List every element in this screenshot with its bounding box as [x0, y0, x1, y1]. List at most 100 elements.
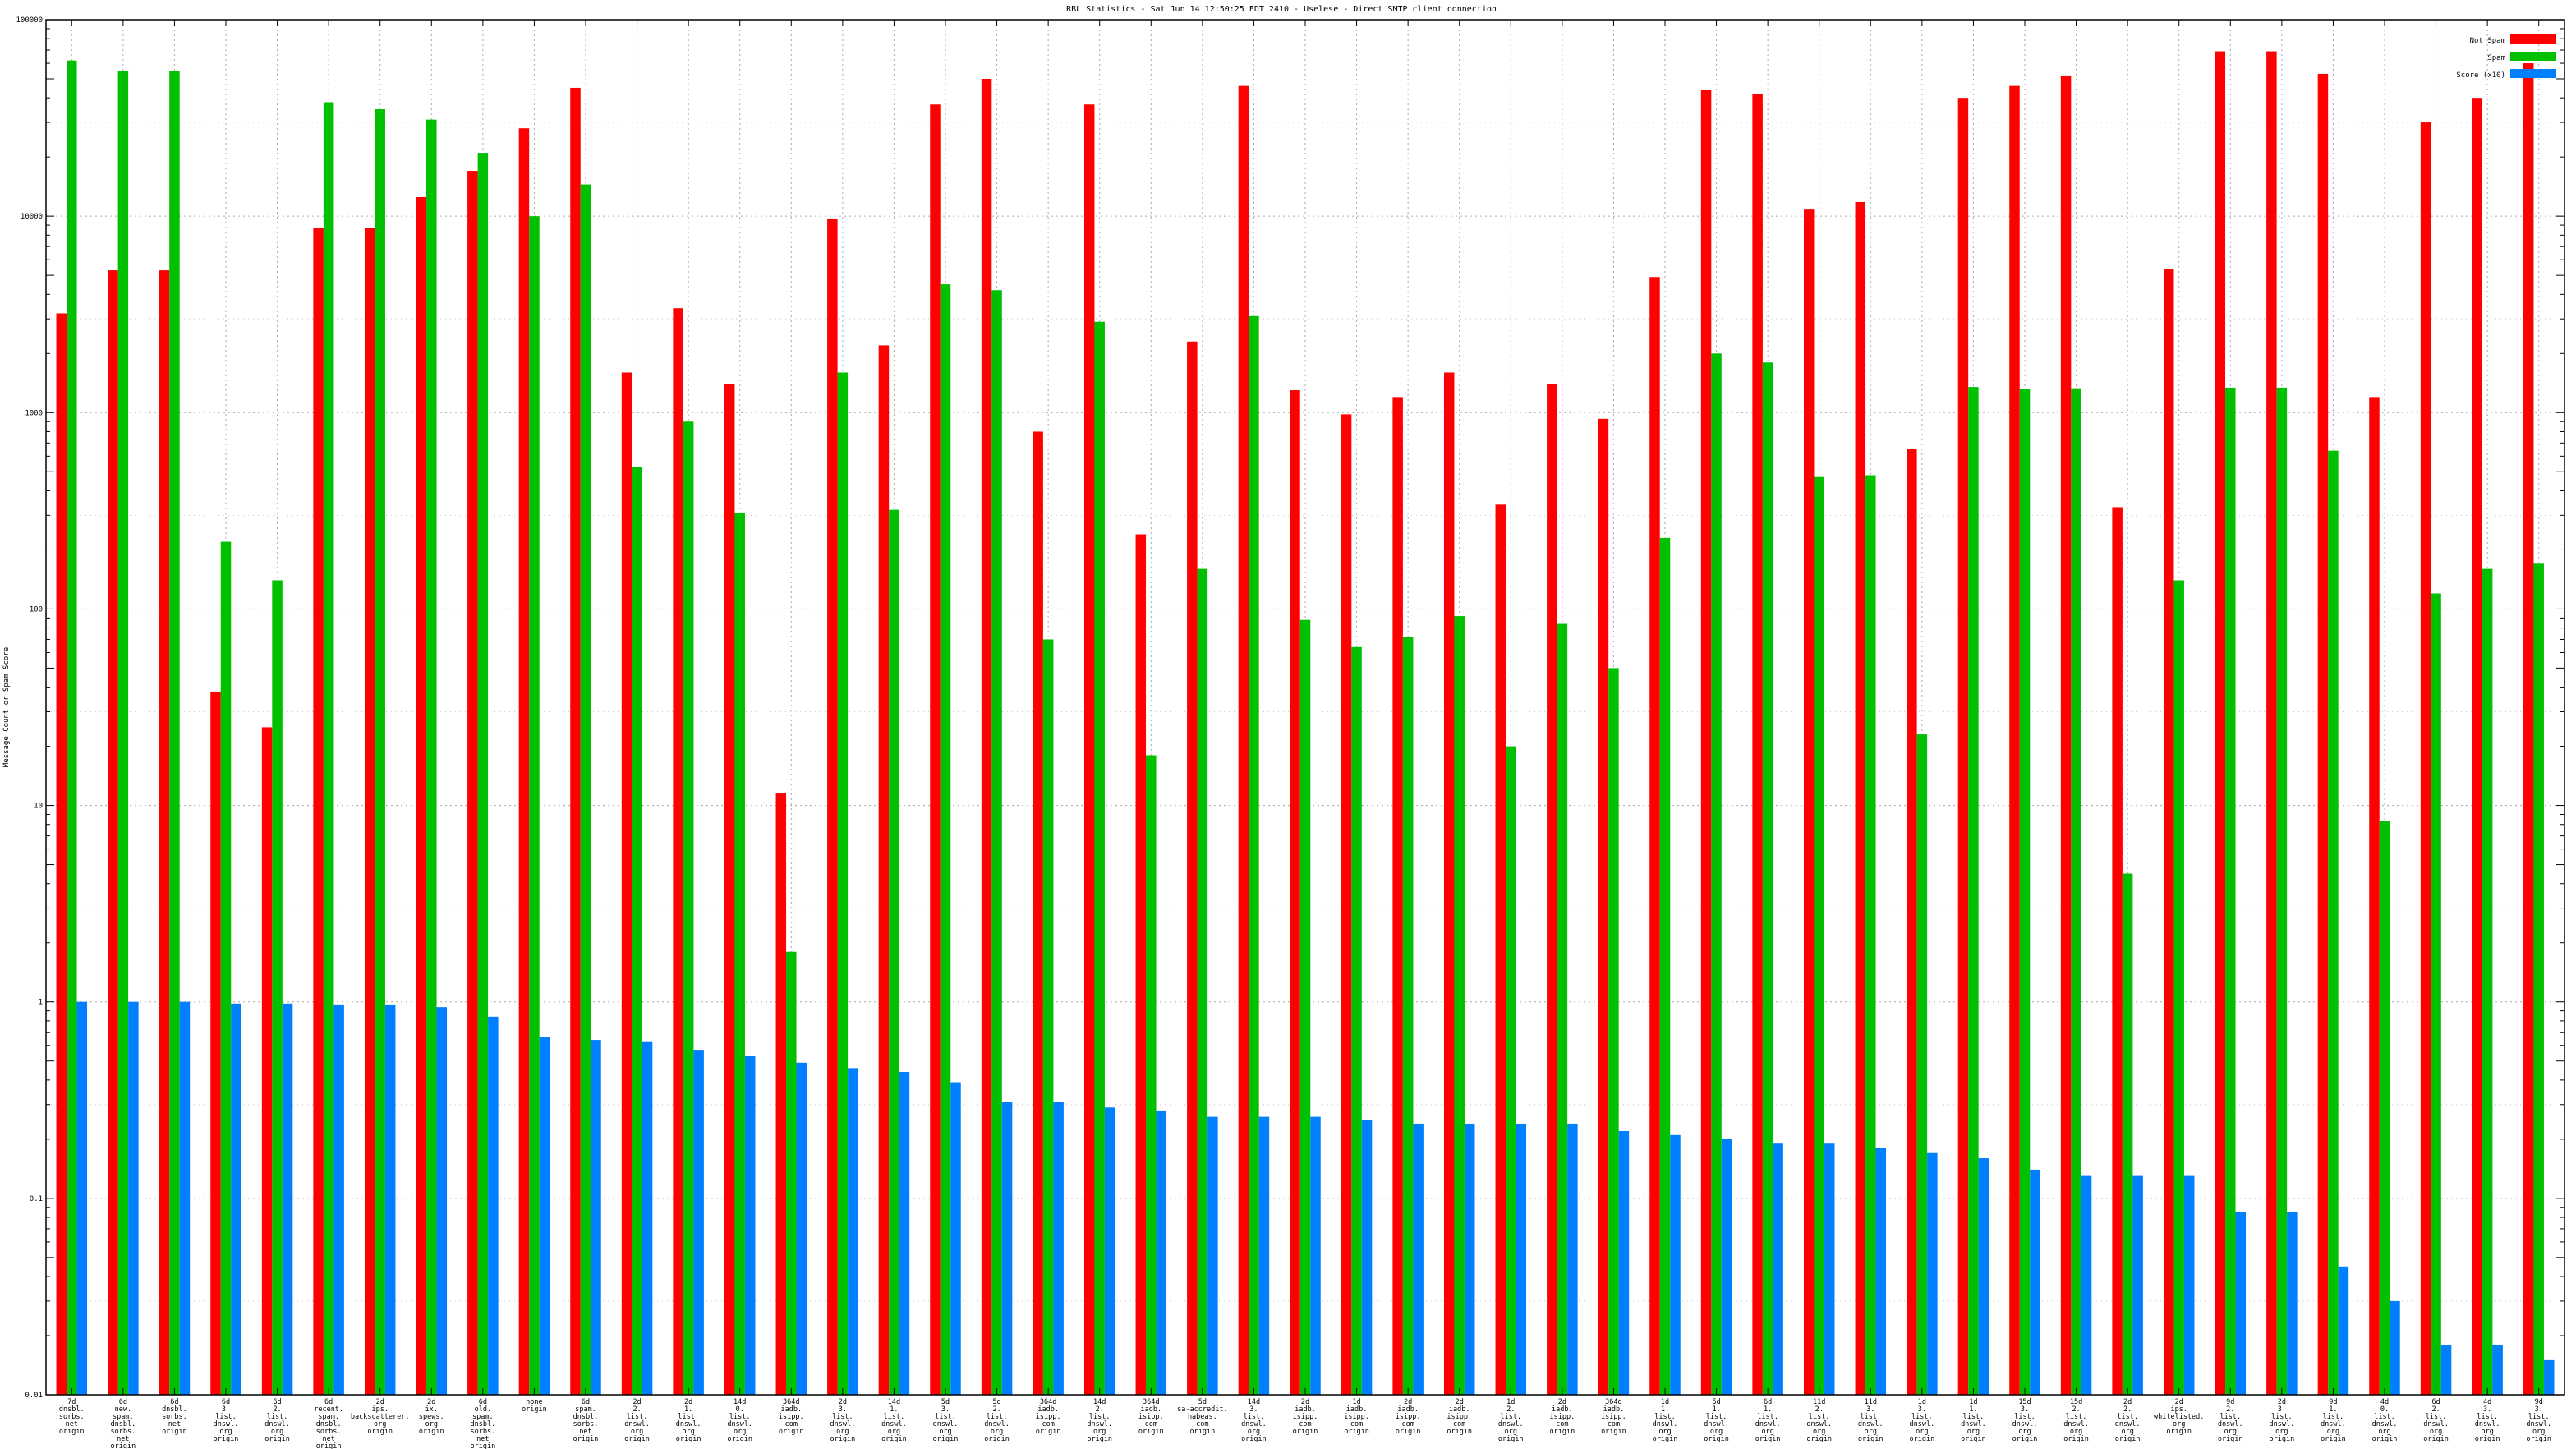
bar-spam [2482, 568, 2493, 1395]
bar-spam [1197, 568, 1208, 1395]
bar-spam [1762, 362, 1773, 1395]
x-tick-label: 4d 0. list. dnswl. org origin [2372, 1398, 2398, 1443]
bar-spam [632, 467, 642, 1395]
bar-not-spam [1135, 534, 1147, 1395]
bar-score [1618, 1130, 1630, 1395]
bar-spam [580, 184, 591, 1395]
x-tick-label: 5d 2. list. dnswl. org origin [984, 1398, 1010, 1443]
legend-swatch [2510, 52, 2556, 61]
legend-label: Spam [2487, 54, 2505, 62]
x-tick-label: 6d recent. spam. dnsbl. sorbs. net origin [314, 1398, 343, 1449]
bar-score [76, 1001, 88, 1395]
x-tick-label: 2d 2. list. dnswl. org origin [2115, 1398, 2141, 1443]
bar-not-spam [1187, 341, 1198, 1395]
bar-score [1721, 1138, 1732, 1395]
bar-not-spam [878, 345, 890, 1396]
bar-not-spam [2317, 73, 2329, 1395]
bar-spam [837, 372, 849, 1395]
bar-not-spam [1341, 414, 1352, 1396]
bar-not-spam [2523, 63, 2534, 1395]
x-tick-label: 6d 1. list. dnswl. org origin [1755, 1398, 1781, 1443]
bar-score [796, 1062, 807, 1395]
bar-not-spam [930, 104, 941, 1395]
bar-score [488, 1016, 499, 1395]
bar-score [1516, 1123, 1527, 1395]
x-tick-label: 14d 1. list. dnswl. org origin [881, 1398, 907, 1443]
x-tick-label: 9d 2. list. dnswl. org origin [2218, 1398, 2243, 1443]
bar-score [384, 1004, 396, 1395]
bar-not-spam [981, 78, 992, 1396]
x-tick-label: 5d 1. list. dnswl. org origin [1704, 1398, 1729, 1443]
bar-spam [2379, 821, 2390, 1395]
bar-score [2287, 1212, 2298, 1395]
bar-score [231, 1003, 242, 1395]
bar-score [1978, 1158, 1990, 1395]
bar-score [334, 1004, 344, 1395]
bar-score [1104, 1107, 1116, 1395]
bar-not-spam [2009, 85, 2020, 1396]
bar-not-spam [2060, 75, 2072, 1395]
bar-score [848, 1068, 858, 1395]
bar-spam [2328, 450, 2339, 1395]
x-tick-label: 11d 3. list. dnswl. org origin [1858, 1398, 1884, 1443]
bar-not-spam [1083, 104, 1095, 1395]
bar-spam [683, 421, 694, 1395]
bar-spam [1557, 623, 1568, 1395]
bar-score [642, 1041, 653, 1395]
bar-spam [1814, 476, 1824, 1395]
x-tick-label: 364d iadb. isipp. com origin [1601, 1398, 1626, 1436]
bar-spam [272, 580, 283, 1395]
x-tick-label: 6d old. spam. dnsbl. sorbs. net origin [470, 1398, 495, 1449]
x-tick-label: 6d new. spam. dnsbl. sorbs. net origin [110, 1398, 136, 1449]
x-tick-label: 2d ips. backscatterer. org origin [351, 1398, 410, 1436]
bar-not-spam [1495, 504, 1506, 1396]
x-tick-label: 7d dnsbl. sorbs. net origin [59, 1398, 85, 1436]
bar-spam [2276, 387, 2288, 1395]
bar-spam [1711, 353, 1722, 1396]
x-tick-label: 364d iadb. isipp. com origin [1138, 1398, 1164, 1436]
bar-spam [1300, 619, 1311, 1395]
bar-spam [1454, 616, 1465, 1395]
legend-swatch [2510, 34, 2556, 44]
bar-score [2030, 1169, 2040, 1395]
bar-not-spam [827, 218, 838, 1396]
bar-not-spam [1392, 397, 1403, 1395]
y-tick-label: 0.01 [25, 1392, 43, 1400]
bar-not-spam [621, 372, 632, 1395]
chart-gridlines [46, 20, 2564, 1395]
y-tick-label: 100000 [16, 16, 43, 25]
bar-spam [1968, 387, 1979, 1395]
legend-label: Score (x10) [2456, 71, 2505, 80]
x-tick-label: 2d iadb. isipp. com origin [1293, 1398, 1318, 1436]
bar-not-spam [518, 128, 530, 1395]
x-tick-label: 2d iadb. isipp. com origin [1396, 1398, 1421, 1436]
bar-spam [1916, 734, 1928, 1395]
x-tick-label: 2d iadb. isipp. com origin [1447, 1398, 1472, 1436]
x-tick-label: 1d iadb. isipp. com origin [1344, 1398, 1369, 1436]
bar-not-spam [1598, 418, 1609, 1396]
bar-not-spam [159, 270, 170, 1395]
bar-score [2235, 1212, 2247, 1395]
x-tick-label: 2d 1. list. dnswl. org origin [676, 1398, 702, 1443]
bar-spam [2019, 389, 2031, 1396]
bar-spam [2174, 580, 2184, 1395]
bar-spam [2533, 564, 2544, 1395]
bar-not-spam [1649, 277, 1660, 1396]
bar-score [2390, 1300, 2400, 1395]
chart-legend: Not Spam Spam Score (x10) [2456, 34, 2556, 80]
bar-score [2338, 1266, 2349, 1395]
y-tick-label: 100 [30, 605, 43, 614]
bar-not-spam [1855, 201, 1866, 1396]
bar-score [1927, 1152, 1938, 1395]
x-tick-label: 2d 3. list. dnswl. org origin [830, 1398, 855, 1443]
bar-not-spam [364, 228, 375, 1395]
bar-score [128, 1001, 139, 1395]
bar-spam [426, 119, 437, 1396]
bar-spam [1402, 637, 1414, 1395]
bar-spam [734, 512, 745, 1396]
y-tick-label: 10 [34, 803, 43, 811]
legend-label: Not Spam [2470, 37, 2505, 45]
y-tick-label: 0.1 [30, 1195, 43, 1203]
bar-score [179, 1001, 191, 1395]
